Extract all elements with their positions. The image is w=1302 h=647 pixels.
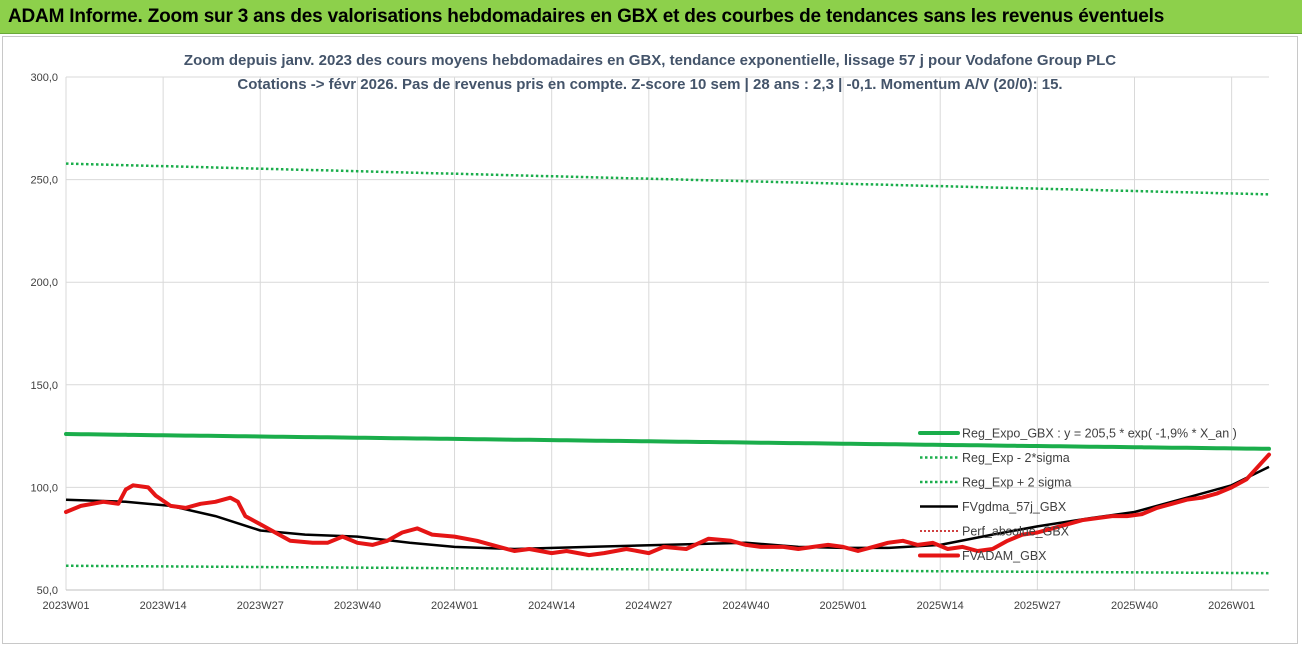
y-tick-label: 200,0: [30, 277, 58, 289]
report-title: ADAM Informe. Zoom sur 3 ans des valoris…: [8, 6, 1165, 27]
legend-label-fvadam: FVADAM_GBX: [962, 549, 1047, 563]
report-header-banner: ADAM Informe. Zoom sur 3 ans des valoris…: [0, 0, 1302, 34]
x-tick-label: 2024W14: [528, 600, 575, 612]
x-tick-label: 2024W40: [722, 600, 769, 612]
chart-frame: 50,0 100,0 150,0 200,0 250,0 300,0 2023W01 202…: [2, 36, 1298, 644]
x-tick-label: 2024W27: [625, 600, 672, 612]
legend-label-reg-exp-plus-2sigma: Reg_Exp + 2 sigma: [962, 476, 1071, 490]
x-tick-label: 2024W01: [431, 600, 478, 612]
chart-subtitle-line-2: Cotations -> févr 2026. Pas de revenus p…: [237, 76, 1062, 93]
series-reg-exp-minus-2sigma-line: [66, 564, 1270, 575]
x-tick-label: 2023W14: [140, 600, 187, 612]
line-chart: 50,0 100,0 150,0 200,0 250,0 300,0 2023W01 202…: [30, 52, 1271, 612]
x-tick-label: 2023W40: [334, 600, 381, 612]
x-tick-label: 2023W27: [237, 600, 284, 612]
y-tick-label: 150,0: [30, 380, 58, 392]
chart-subtitle-line-1: Zoom depuis janv. 2023 des cours moyens …: [184, 52, 1116, 69]
series-fvadam-line: [64, 452, 1271, 558]
series-perf-absolue-line: [65, 454, 1270, 556]
x-tick-label: 2026W01: [1208, 600, 1255, 612]
x-tick-label: 2025W14: [917, 600, 964, 612]
legend-label-perf-absolue: Perf_absolue_GBX: [962, 525, 1070, 539]
series-fvgdma-57j-line: [65, 465, 1270, 551]
y-tick-label: 50,0: [37, 585, 58, 597]
series-reg-expo-line: [64, 432, 1271, 451]
y-tick-label: 100,0: [30, 482, 58, 494]
legend-label-fvgdma-57j: FVgdma_57j_GBX: [962, 500, 1067, 514]
y-tick-label: 250,0: [30, 175, 58, 187]
series-reg-exp-plus-2sigma-line: [65, 162, 1270, 196]
x-tick-label: 2023W01: [42, 600, 89, 612]
x-tick-label: 2025W27: [1014, 600, 1061, 612]
x-tick-label: 2025W01: [820, 600, 867, 612]
legend-label-reg-expo: Reg_Expo_GBX : y = 205,5 * exp( -1,9% * …: [962, 427, 1237, 441]
legend-label-reg-exp-minus-2sigma: Reg_Exp - 2*sigma: [962, 451, 1070, 465]
y-tick-label: 300,0: [30, 72, 58, 84]
x-tick-label: 2025W40: [1111, 600, 1158, 612]
